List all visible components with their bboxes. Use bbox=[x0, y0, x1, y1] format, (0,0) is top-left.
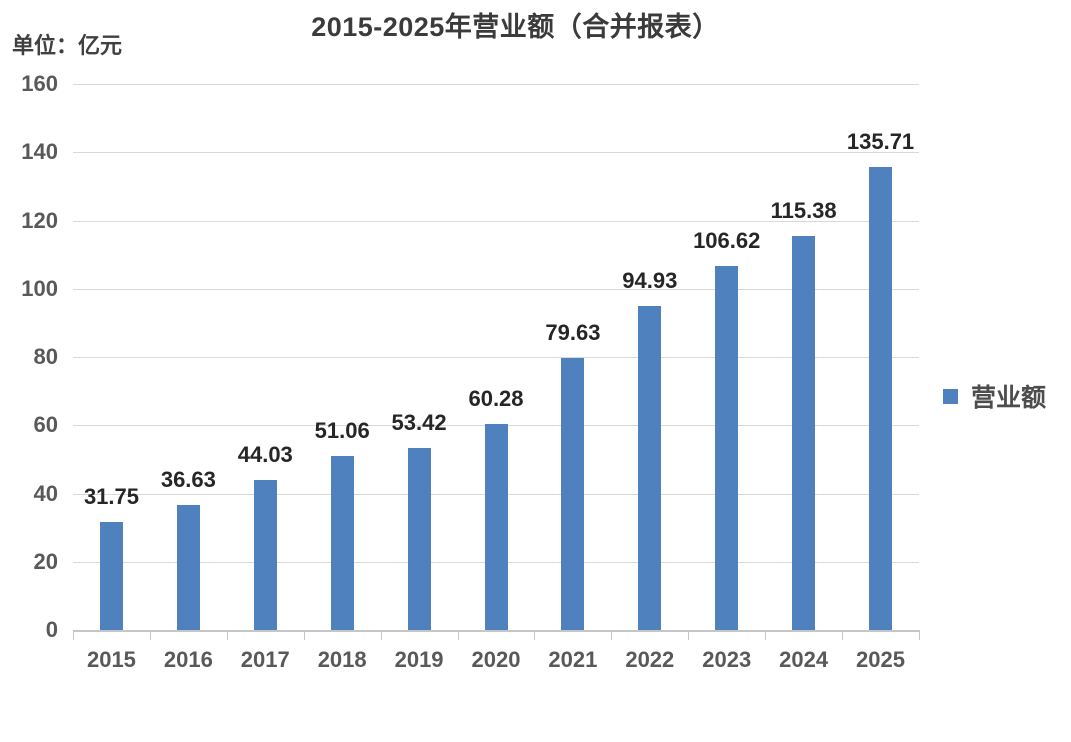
bar-2024 bbox=[792, 236, 816, 630]
bar-2019 bbox=[407, 447, 431, 630]
y-axis-tick-label: 100 bbox=[21, 275, 58, 301]
x-axis-tick bbox=[688, 630, 690, 640]
bar-2018 bbox=[330, 455, 354, 630]
x-axis-label-2017: 2017 bbox=[240, 647, 290, 672]
bar-value-label-2020: 60.28 bbox=[468, 386, 524, 412]
x-axis-label-2016: 2016 bbox=[163, 647, 213, 672]
gridline-y-80 bbox=[73, 357, 919, 358]
gridline-y-140 bbox=[73, 152, 919, 154]
bar-2020 bbox=[484, 424, 508, 630]
gridline-y-100 bbox=[73, 288, 919, 290]
bar-2017 bbox=[253, 479, 277, 630]
bar-value-label-2019: 53.42 bbox=[391, 409, 447, 435]
bar-value-label-2024: 115.38 bbox=[770, 198, 837, 224]
bar-value-label-2017: 44.03 bbox=[237, 441, 293, 467]
bar-value-label-2016: 36.63 bbox=[160, 467, 216, 492]
x-axis-tick bbox=[611, 630, 613, 640]
x-axis-label-2020: 2020 bbox=[471, 647, 521, 672]
bar-value-label-2025: 135.71 bbox=[846, 128, 915, 154]
x-axis-label-2024: 2024 bbox=[779, 647, 829, 672]
x-axis-tick bbox=[226, 630, 228, 640]
x-axis-line bbox=[73, 630, 920, 632]
y-axis-tick-label: 120 bbox=[21, 207, 58, 233]
bar-value-label-2022: 94.93 bbox=[622, 268, 678, 294]
y-axis-tick-label: 20 bbox=[33, 548, 58, 574]
bar-value-label-2015: 31.75 bbox=[83, 483, 139, 509]
y-axis-tick-label: 60 bbox=[33, 412, 58, 438]
x-axis-label-2023: 2023 bbox=[702, 647, 752, 672]
y-axis-tick-label: 0 bbox=[45, 617, 58, 642]
plot-area: 31.75 36.63 44.03 51.06 53.42 60.28 79.63 94.93… bbox=[73, 84, 919, 630]
x-axis-label-2018: 2018 bbox=[317, 647, 367, 672]
x-axis-tick bbox=[303, 630, 305, 640]
x-axis-label-2022: 2022 bbox=[625, 647, 675, 672]
unit-label: 单位：亿元 bbox=[12, 33, 123, 58]
x-axis-tick bbox=[842, 630, 844, 640]
x-axis-tick bbox=[534, 630, 536, 640]
x-axis-label-2015: 2015 bbox=[86, 647, 136, 672]
bar-value-label-2018: 51.06 bbox=[314, 417, 370, 443]
x-axis-tick bbox=[919, 630, 920, 640]
x-axis-label-2021: 2021 bbox=[548, 647, 598, 672]
y-axis-tick-label: 160 bbox=[21, 71, 58, 96]
y-axis-tick-label: 140 bbox=[21, 139, 58, 165]
legend: 营业额 bbox=[943, 378, 1046, 414]
gridline-y-160 bbox=[73, 84, 919, 85]
x-axis-tick bbox=[765, 630, 767, 640]
bar-2016 bbox=[176, 505, 200, 630]
x-axis-tick bbox=[73, 630, 74, 640]
x-axis-tick bbox=[149, 630, 151, 640]
gridline-y-120 bbox=[73, 220, 919, 222]
legend-label: 营业额 bbox=[971, 384, 1047, 412]
chart-title: 2015-2025年营业额（合并报表） bbox=[311, 12, 720, 42]
bar-value-label-2021: 79.63 bbox=[545, 320, 601, 346]
bar-2023 bbox=[715, 266, 739, 630]
x-axis-label-2019: 2019 bbox=[394, 647, 444, 672]
bar-value-label-2023: 106.62 bbox=[693, 228, 761, 254]
x-axis-tick bbox=[380, 630, 382, 640]
bar-2022 bbox=[638, 306, 662, 630]
x-axis-tick bbox=[457, 630, 459, 640]
bar-2025 bbox=[869, 166, 893, 630]
y-axis-tick-label: 40 bbox=[33, 480, 58, 506]
x-axis-label-2025: 2025 bbox=[856, 647, 905, 672]
legend-swatch-icon bbox=[943, 388, 958, 404]
bar-2015 bbox=[99, 521, 123, 630]
bar-2021 bbox=[561, 358, 585, 630]
y-axis-tick-label: 80 bbox=[33, 344, 58, 369]
